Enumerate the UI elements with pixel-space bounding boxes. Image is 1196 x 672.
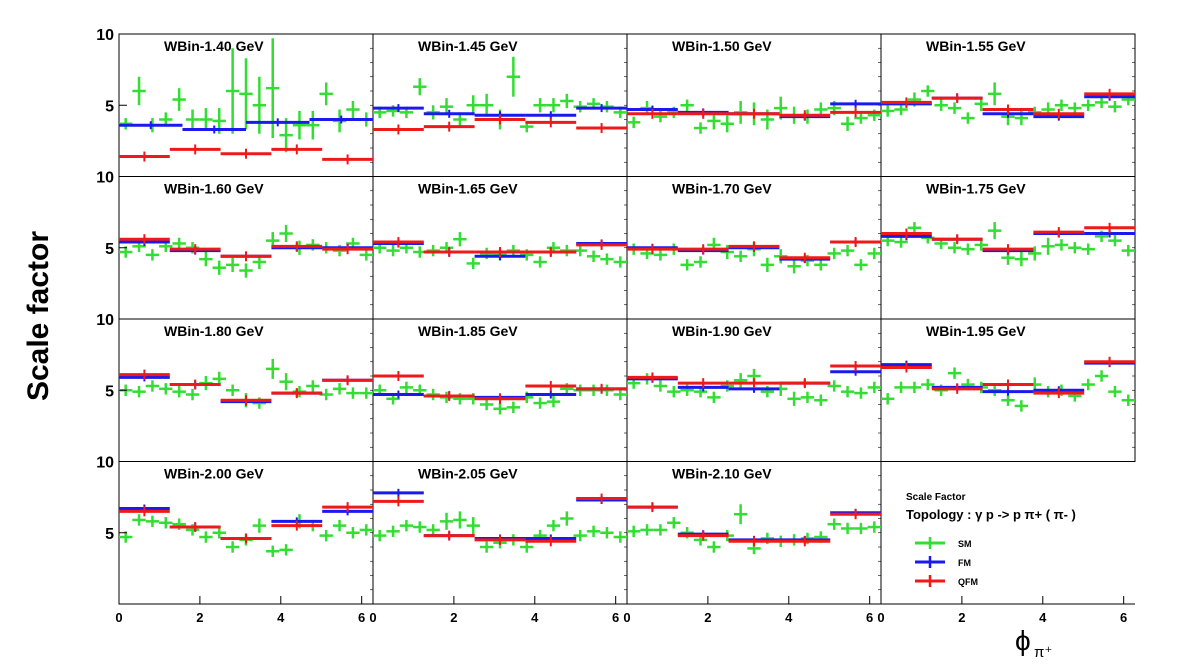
x-tick-label: 2 [450,610,457,625]
panel-title: WBin-2.05 GeV [418,466,518,482]
panel-wbin-1-60-gev: WBin-1.60 GeV [119,181,373,306]
panel-wbin-1-45-gev: WBin-1.45 GeV [373,38,627,163]
panel-title: WBin-1.40 GeV [164,38,264,54]
y-tick-label: 10 [96,170,114,187]
x-tick-label: 0 [115,610,122,625]
legend-sm-label: SM [958,539,972,549]
y-tick-label: 5 [105,383,114,400]
panel-wbin-2-00-gev: WBin-2.00 GeV [119,466,373,591]
y-tick-label: 5 [105,98,114,115]
panel-wbin-1-50-gev: WBin-1.50 GeV [627,38,881,163]
y-axis-title: Scale factor [22,231,55,401]
x-tick-label: 4 [1039,610,1047,625]
x-axis-title: ϕ π⁺ [1015,625,1052,661]
legend: Scale Factor Topology : γ p -> p π+ ( π-… [906,492,1076,587]
x-tick-label: 4 [277,610,285,625]
y-tick-label: 10 [96,27,114,44]
panel-title: WBin-1.75 GeV [926,181,1026,197]
panel-title: WBin-1.90 GeV [672,323,772,339]
x-tick-label: 4 [531,610,539,625]
panel-title: WBin-1.80 GeV [164,323,264,339]
panel-wbin-2-05-gev: WBin-2.05 GeV [373,466,627,591]
panel-title: WBin-2.10 GeV [672,466,772,482]
y-tick-label: 10 [96,312,114,329]
x-tick-label: 2 [196,610,203,625]
panel-title: WBin-1.70 GeV [672,181,772,197]
panel-title: WBin-1.55 GeV [926,38,1026,54]
panel-wbin-1-95-gev: WBin-1.95 GeV [881,323,1135,448]
panel-wbin-1-75-gev: WBin-1.75 GeV [881,181,1135,306]
x-tick-label: 6 [1120,610,1127,625]
panel-title: WBin-1.45 GeV [418,38,518,54]
panels-group: WBin-1.40 GeV WBin-1.45 GeV WBin-1.50 GeV W… [96,27,1136,625]
x-tick-label: 4 [785,610,793,625]
x-tick-label: 6 [358,610,365,625]
panel-wbin-1-85-gev: WBin-1.85 GeV [373,323,627,448]
panel-wbin-1-65-gev: WBin-1.65 GeV [373,181,627,306]
legend-title: Scale Factor [906,492,966,503]
x-tick-label: 2 [958,610,965,625]
x-tick-label: 2 [704,610,711,625]
legend-topology: Topology : γ p -> p π+ ( π- ) [906,507,1076,522]
panel-wbin-1-70-gev: WBin-1.70 GeV [627,181,881,306]
panel-wbin-1-55-gev: WBin-1.55 GeV [881,38,1135,163]
panel-title: WBin-1.85 GeV [418,323,518,339]
x-tick-label: 0 [369,610,376,625]
x-tick-label: 6 [612,610,619,625]
y-tick-label: 10 [96,455,114,472]
x-axis-title-subscript: π⁺ [1034,644,1052,661]
x-tick-label: 0 [877,610,884,625]
panel-title: WBin-1.60 GeV [164,181,264,197]
y-tick-label: 5 [105,526,114,543]
panel-wbin-1-80-gev: WBin-1.80 GeV [119,323,373,448]
panel-title: WBin-1.50 GeV [672,38,772,54]
x-axis-title-phi: ϕ [1015,625,1031,656]
y-tick-label: 5 [105,241,114,258]
legend-fm-label: FM [958,558,971,568]
x-tick-label: 0 [623,610,630,625]
panel-title: WBin-1.95 GeV [926,323,1026,339]
legend-qfm-label: QFM [958,577,978,587]
panel-wbin-1-90-gev: WBin-1.90 GeV [627,323,881,448]
panel-title: WBin-1.65 GeV [418,181,518,197]
panel-title: WBin-2.00 GeV [164,466,264,482]
panel-wbin-2-10-gev: WBin-2.10 GeV [627,466,881,591]
x-tick-label: 6 [866,610,873,625]
panel-wbin-1-40-gev: WBin-1.40 GeV [119,38,373,165]
